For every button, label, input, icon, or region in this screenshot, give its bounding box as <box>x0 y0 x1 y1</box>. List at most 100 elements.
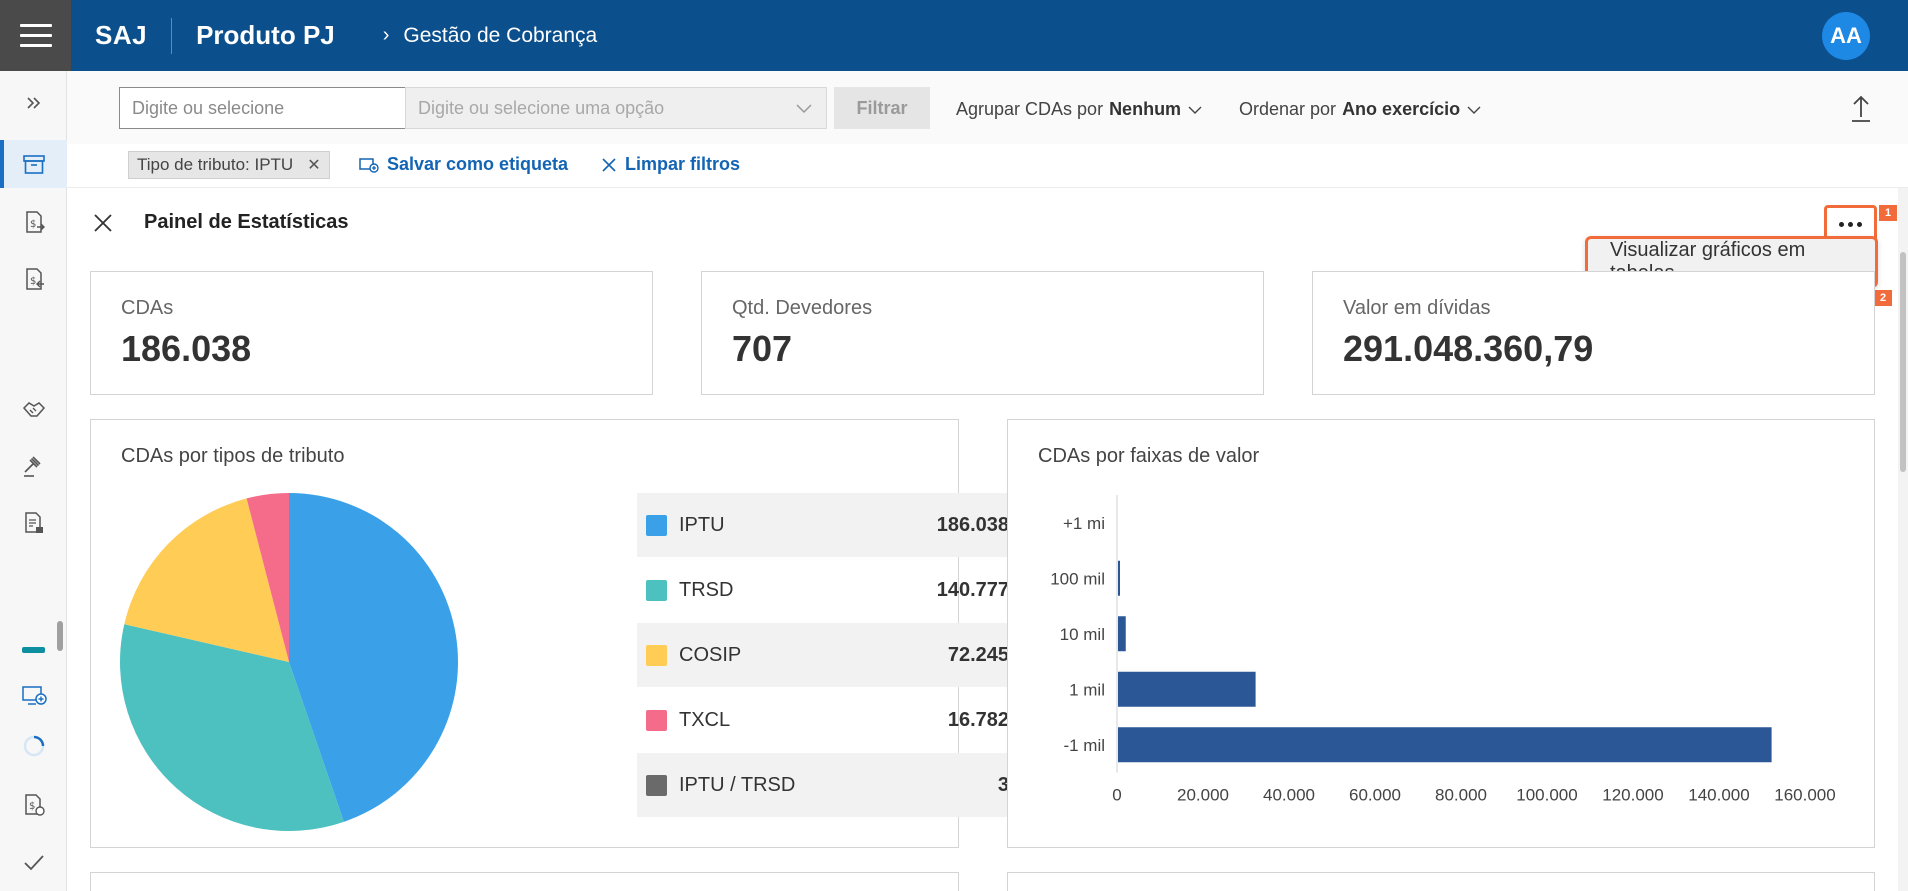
x-tick-label: 140.000 <box>1688 786 1749 805</box>
bar-100-mil[interactable] <box>1118 560 1120 596</box>
close-icon[interactable]: ✕ <box>307 157 321 174</box>
chevron-down-icon <box>796 104 812 114</box>
left-sidebar: $ $ $ <box>0 71 67 891</box>
legend-swatch <box>646 709 667 731</box>
y-tick-label: 1 mil <box>1069 680 1105 699</box>
top-bar: SAJ Produto PJ › Gestão de Cobrança AA <box>0 0 1908 71</box>
y-tick-label: +1 mi <box>1063 514 1105 533</box>
legend-label: TRSD <box>679 578 734 601</box>
legend-label: IPTU <box>679 513 725 536</box>
money-file-import-icon[interactable]: $ <box>0 255 67 303</box>
stat-value: 707 <box>732 328 793 369</box>
spinner-icon <box>0 722 67 770</box>
hamburger-menu-icon[interactable] <box>0 0 71 71</box>
x-tick-label: 20.000 <box>1177 786 1229 805</box>
bar-1-mil[interactable] <box>1118 727 1772 763</box>
legend-value: 140.777 <box>936 578 1009 601</box>
close-panel-icon[interactable] <box>90 210 116 236</box>
pie-slice-iptu[interactable] <box>289 493 458 822</box>
legend-row[interactable]: TXCL 16.782 <box>637 688 1019 752</box>
search-select-1[interactable]: Digite ou selecione <box>119 87 462 129</box>
bar-1-mil[interactable] <box>1118 671 1256 707</box>
chart-panel-partial <box>1007 872 1875 891</box>
teal-bar-icon[interactable] <box>0 626 67 674</box>
bar-10-mil[interactable] <box>1118 616 1126 652</box>
select1-placeholder: Digite ou selecione <box>132 97 285 118</box>
chart-panel-partial <box>90 872 959 891</box>
stat-value: 186.038 <box>121 328 252 369</box>
product-name[interactable]: Produto PJ <box>196 20 335 50</box>
pie-slice-txcl[interactable] <box>246 493 289 662</box>
screen-add-icon[interactable] <box>0 671 67 719</box>
check-icon[interactable] <box>0 838 67 886</box>
legend-row[interactable]: COSIP 72.245 <box>637 623 1019 687</box>
chart-panel-value-ranges: CDAs por faixas de valor +1 mi 100 mil 10 … <box>1007 419 1875 848</box>
page-scrollbar[interactable] <box>1898 188 1908 891</box>
breadcrumb-chevron-icon: › <box>382 24 390 46</box>
clear-filters-link[interactable]: Limpar filtros <box>601 154 740 175</box>
chart-panel-tax-types: CDAs por tipos de tributo IPTU 186.038 TRS… <box>90 419 1019 848</box>
group-by-value: Nenhum <box>1109 99 1182 119</box>
pie-slice-cosip[interactable] <box>124 498 289 662</box>
x-tick-label: 60.000 <box>1349 786 1401 805</box>
pie-slice-trsd[interactable] <box>119 624 344 831</box>
money-file-settings-icon[interactable]: $ <box>0 781 67 829</box>
panel-title: Painel de Estatísticas <box>144 211 349 233</box>
legend-row[interactable]: IPTU / TRSD 3 <box>637 753 1019 817</box>
y-tick-label: 100 mil <box>1050 569 1105 588</box>
save-as-tag-link[interactable]: Salvar como etiqueta <box>359 154 568 175</box>
active-filters-row: Tipo de tributo: IPTU ✕ Salvar como etiq… <box>67 144 1908 188</box>
stat-label: Qtd. Devedores <box>732 297 873 319</box>
brand-logo[interactable]: SAJ <box>95 20 148 50</box>
filter-button[interactable]: Filtrar <box>834 87 930 129</box>
sidebar-scrollbar[interactable] <box>57 621 63 651</box>
order-by-dropdown[interactable]: Ordenar por Ano exercício <box>1239 99 1482 120</box>
step-badge-1: 1 <box>1879 205 1897 221</box>
gavel-icon[interactable] <box>0 442 67 490</box>
x-tick-label: 120.000 <box>1602 786 1663 805</box>
legend-swatch <box>646 774 667 796</box>
y-tick-label: 10 mil <box>1060 625 1105 644</box>
breadcrumb[interactable]: Gestão de Cobrança <box>403 23 598 47</box>
document-user-icon[interactable] <box>0 499 67 547</box>
brand-divider <box>171 17 173 54</box>
filter-chip[interactable]: Tipo de tributo: IPTU ✕ <box>128 151 330 179</box>
stat-card-cdas: CDAs 186.038 <box>90 271 653 395</box>
save-as-tag-label: Salvar como etiqueta <box>387 154 569 174</box>
avatar[interactable]: AA <box>1822 12 1870 60</box>
legend-swatch <box>646 579 667 601</box>
clear-filters-label: Limpar filtros <box>625 154 741 174</box>
group-by-dropdown[interactable]: Agrupar CDAs por Nenhum <box>956 99 1203 120</box>
export-upload-icon[interactable] <box>1849 93 1873 128</box>
y-tick-label: -1 mil <box>1063 736 1105 755</box>
svg-text:$: $ <box>30 219 36 230</box>
x-tick-label: 40.000 <box>1263 786 1315 805</box>
legend-row[interactable]: TRSD 140.777 <box>637 558 1019 622</box>
chevrons-right-icon[interactable] <box>0 79 67 127</box>
money-file-export-icon[interactable]: $ <box>0 198 67 246</box>
chart-title: CDAs por tipos de tributo <box>121 445 345 467</box>
pie-chart <box>119 493 458 831</box>
x-tick-label: 160.000 <box>1774 786 1835 805</box>
order-by-label: Ordenar por <box>1239 99 1337 119</box>
search-select-2[interactable]: Digite ou selecione uma opção <box>405 87 827 129</box>
stat-label: CDAs <box>121 297 174 319</box>
group-by-label: Agrupar CDAs por <box>956 99 1104 119</box>
archive-box-icon[interactable] <box>0 140 67 188</box>
legend-label: IPTU / TRSD <box>679 773 796 796</box>
close-icon <box>602 157 616 172</box>
legend-value: 186.038 <box>936 513 1009 536</box>
x-tick-label: 0 <box>1112 786 1121 805</box>
stat-card-debtors: Qtd. Devedores 707 <box>701 271 1264 395</box>
x-tick-label: 100.000 <box>1516 786 1577 805</box>
legend-label: COSIP <box>679 643 742 666</box>
filter-bar: Digite ou selecione Digite ou selecione … <box>67 71 1908 144</box>
legend-row[interactable]: IPTU 186.038 <box>637 493 1019 557</box>
scrollbar-thumb[interactable] <box>1900 252 1906 472</box>
order-by-value: Ano exercício <box>1342 99 1461 119</box>
legend-value: 16.782 <box>947 708 1009 731</box>
legend-label: TXCL <box>679 708 731 731</box>
stat-label: Valor em dívidas <box>1343 297 1491 319</box>
legend-swatch <box>646 644 667 666</box>
handshake-icon[interactable] <box>0 385 67 433</box>
